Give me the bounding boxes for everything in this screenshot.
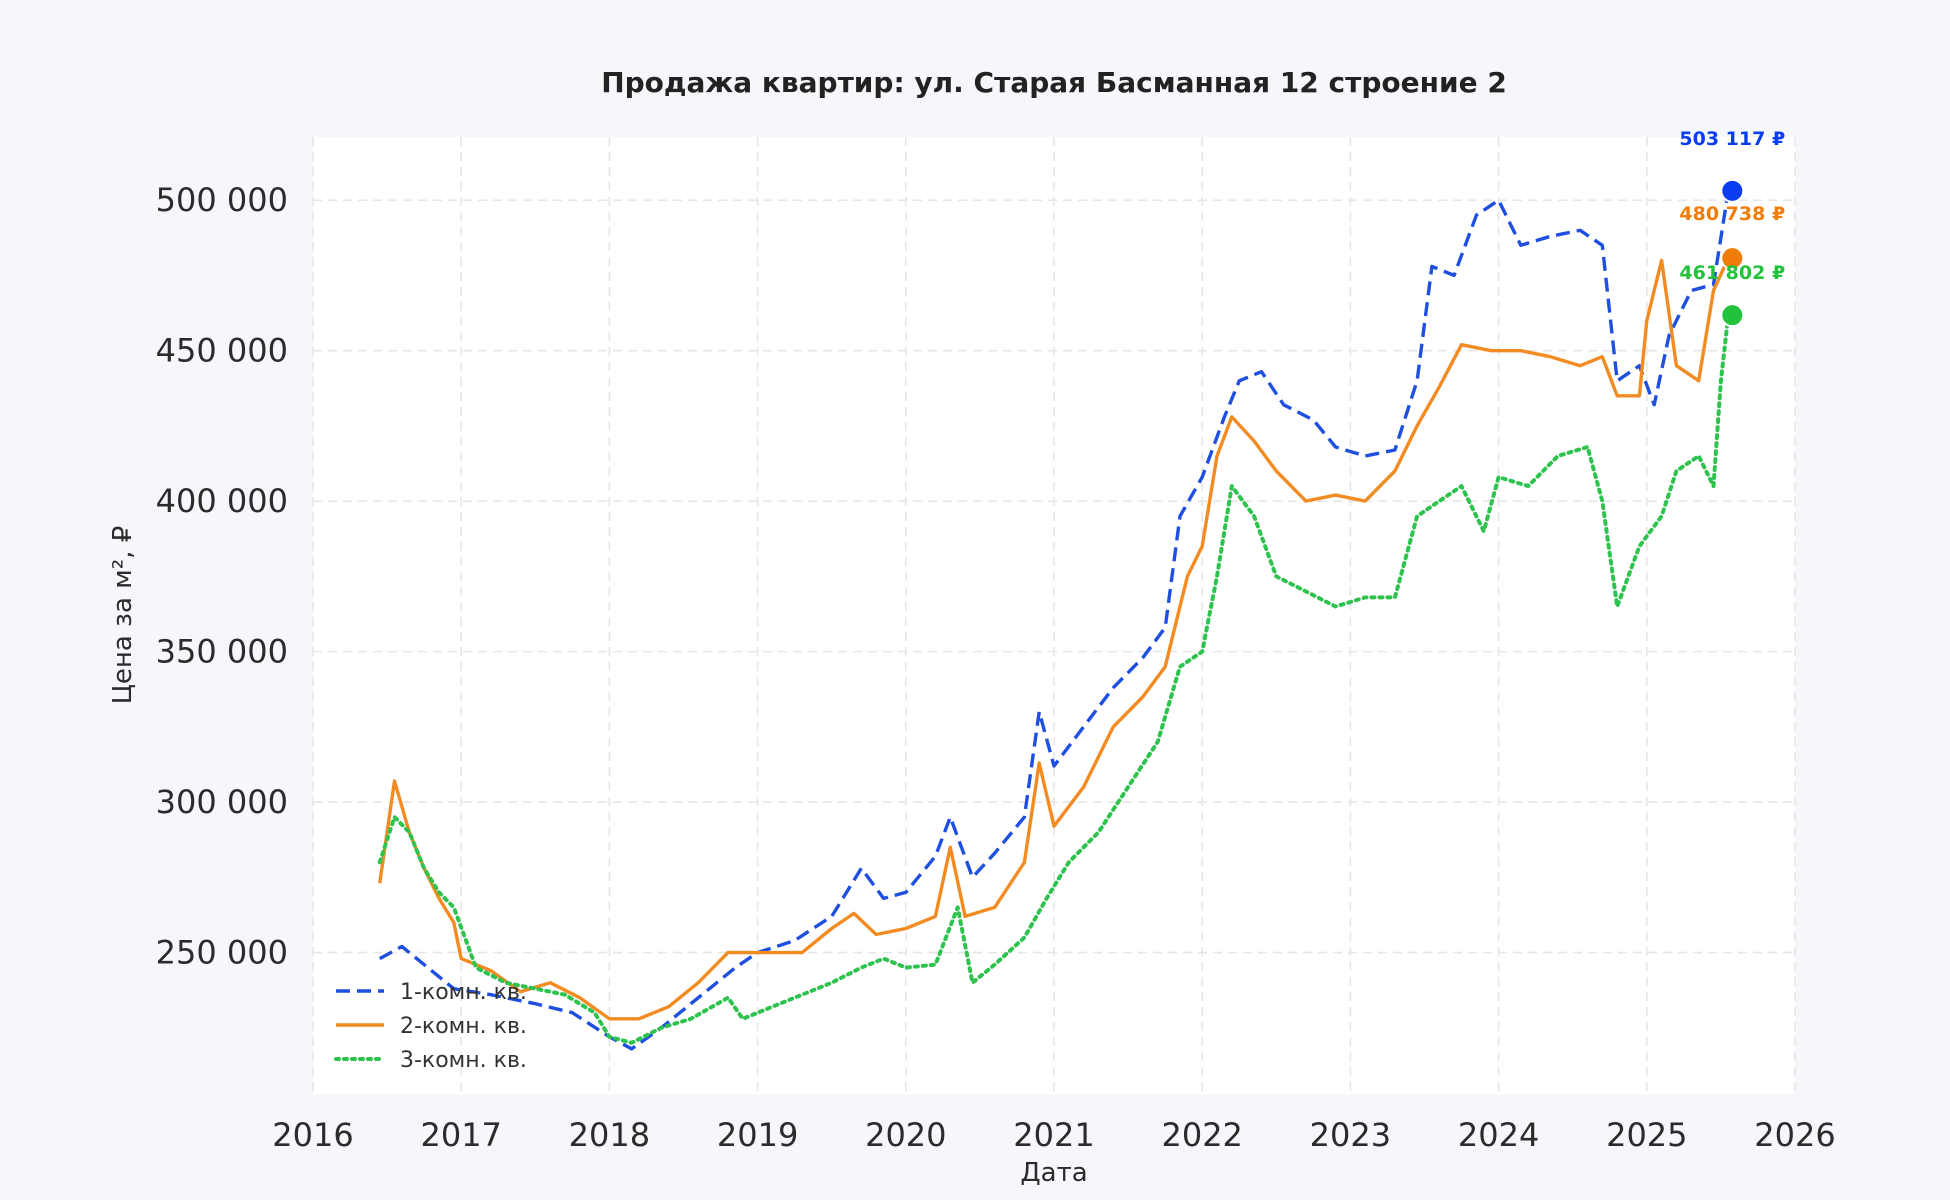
y-tick-label: 450 000 — [156, 332, 288, 370]
y-tick-label: 400 000 — [156, 482, 288, 520]
x-axis-label: Дата — [1020, 1158, 1087, 1188]
x-tick-label: 2018 — [569, 1116, 650, 1154]
legend-label-2: 2-комн. кв. — [400, 1014, 527, 1039]
end-value-label-3: 461 802 ₽ — [1679, 262, 1785, 284]
y-axis-label: Цена за м², ₽ — [108, 526, 138, 705]
series-line-2 — [378, 257, 1730, 1021]
x-tick-label: 2026 — [1754, 1116, 1835, 1154]
y-tick-label: 300 000 — [156, 783, 288, 821]
x-axis-ticks: 2016 2017 2018 2019 2020 2021 2022 2023 2024 2025… — [272, 1116, 1835, 1154]
x-tick-label: 2025 — [1606, 1116, 1687, 1154]
legend-label-1: 1-комн. кв. — [400, 980, 527, 1005]
legend-label-3: 3-комн. кв. — [400, 1048, 527, 1073]
x-tick-label: 2022 — [1161, 1116, 1242, 1154]
x-tick-label: 2024 — [1458, 1116, 1539, 1154]
x-tick-label: 2019 — [717, 1116, 798, 1154]
end-value-label-1: 503 117 ₽ — [1679, 128, 1785, 150]
grid — [312, 137, 1796, 1094]
end-value-label-2: 480 738 ₽ — [1679, 203, 1785, 225]
end-marker-3 — [1720, 303, 1745, 328]
y-tick-label: 250 000 — [156, 934, 288, 972]
series-line-3 — [377, 313, 1731, 1045]
end-marker-1 — [1720, 178, 1745, 203]
x-tick-label: 2023 — [1310, 1116, 1391, 1154]
series-lines — [377, 190, 1731, 1051]
x-tick-label: 2017 — [420, 1116, 501, 1154]
y-tick-label: 500 000 — [156, 181, 288, 219]
legend: 1-комн. кв. 2-комн. кв. 3-комн. кв. — [334, 980, 527, 1073]
end-marker-2 — [1720, 246, 1745, 271]
y-axis-ticks: 250 000 300 000 350 000 400 000 450 000 500 0… — [156, 181, 288, 971]
end-markers: 503 117 ₽ 480 738 ₽ 461 802 ₽ — [1679, 128, 1785, 328]
x-tick-label: 2020 — [865, 1116, 946, 1154]
x-tick-label: 2016 — [272, 1116, 353, 1154]
chart-title: Продажа квартир: ул. Старая Басманная 12… — [601, 66, 1507, 99]
y-tick-label: 350 000 — [156, 633, 288, 671]
x-tick-label: 2021 — [1013, 1116, 1094, 1154]
